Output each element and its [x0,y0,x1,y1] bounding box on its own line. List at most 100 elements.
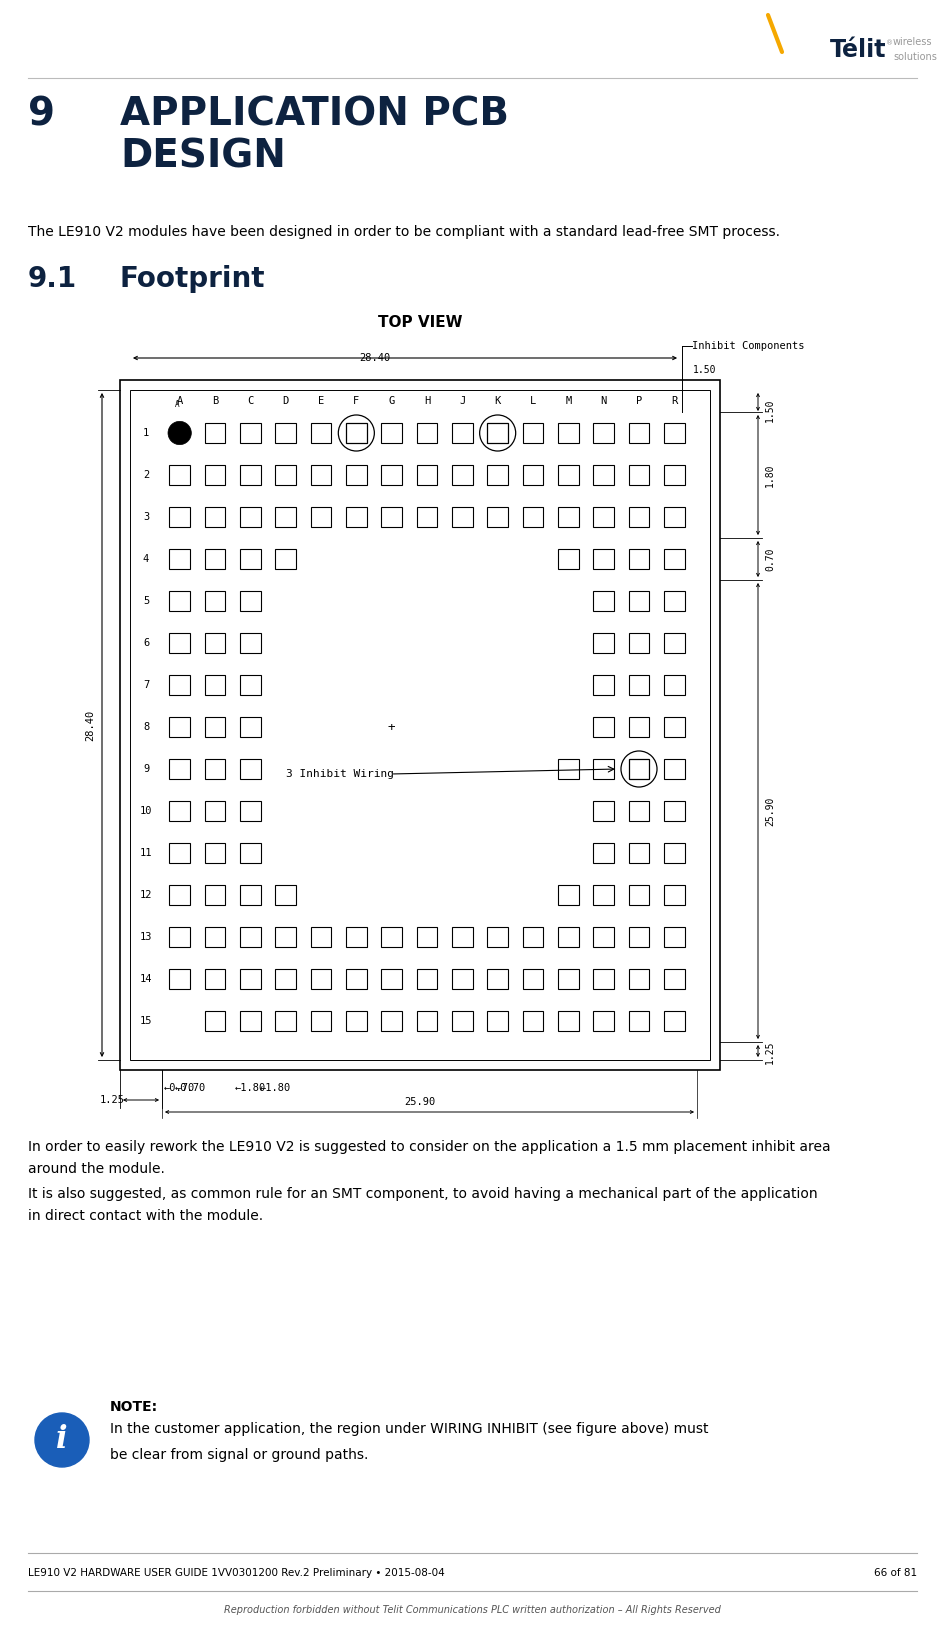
Bar [381,423,401,443]
Bar [593,674,614,696]
Text: 8: 8 [143,722,149,732]
Bar [628,884,649,906]
Bar [664,758,683,779]
Bar [664,507,683,527]
Bar [276,1011,295,1031]
Text: TOP VIEW: TOP VIEW [378,315,462,330]
Text: 28.40: 28.40 [359,353,390,363]
Bar [205,968,225,990]
Bar [558,884,578,906]
Bar [381,927,401,947]
Bar [451,1011,472,1031]
Bar [558,423,578,443]
Text: Footprint: Footprint [120,264,265,294]
Bar [381,507,401,527]
Text: H: H [424,395,430,405]
Bar [240,968,261,990]
Text: 3 Inhibit Wiring: 3 Inhibit Wiring [285,770,394,779]
Text: ←0.70: ←0.70 [175,1083,206,1093]
Bar [240,801,261,820]
Bar [169,884,190,906]
Bar [205,633,225,653]
Bar [522,1011,543,1031]
Bar [311,423,330,443]
Bar [558,758,578,779]
Bar [240,548,261,569]
Bar [276,927,295,947]
Bar [240,927,261,947]
Bar [522,464,543,486]
Bar [451,507,472,527]
Bar [451,927,472,947]
Bar [169,927,190,947]
Text: A: A [177,395,182,405]
Bar [169,591,190,610]
Text: In the customer application, the region under WIRING INHIBIT (see figure above) : In the customer application, the region … [110,1423,708,1436]
Bar [169,633,190,653]
Bar [487,423,507,443]
Bar [381,464,401,486]
Bar [169,717,190,737]
Text: B: B [211,395,218,405]
Bar [522,927,543,947]
Bar [558,464,578,486]
Bar [522,968,543,990]
Bar [628,801,649,820]
Bar [593,717,614,737]
Text: 9: 9 [28,95,55,133]
Bar [240,717,261,737]
Bar [346,968,366,990]
Bar [487,1011,507,1031]
Bar [205,674,225,696]
Bar [205,591,225,610]
Bar [451,968,472,990]
Bar [628,1011,649,1031]
Bar [416,927,437,947]
Bar [240,843,261,863]
Text: 5: 5 [143,596,149,606]
Text: ←1.80: ←1.80 [259,1083,291,1093]
Text: M: M [565,395,571,405]
Text: ←0.70: ←0.70 [164,1083,195,1093]
Text: F: F [353,395,359,405]
Text: 1.25: 1.25 [99,1095,125,1104]
Text: i: i [56,1424,68,1456]
Bar [311,507,330,527]
Bar [169,464,190,486]
Bar [628,423,649,443]
Text: 1.25: 1.25 [765,1040,774,1063]
Bar [346,1011,366,1031]
Bar [628,548,649,569]
Text: A: A [176,400,179,409]
Text: around the module.: around the module. [28,1162,164,1177]
Bar [416,423,437,443]
Text: 12: 12 [140,889,152,899]
Bar [487,927,507,947]
Text: 1.80: 1.80 [765,463,774,487]
Text: The LE910 V2 modules have been designed in order to be compliant with a standard: The LE910 V2 modules have been designed … [28,225,779,240]
Bar [593,758,614,779]
Text: 9: 9 [143,765,149,775]
Bar [664,717,683,737]
Bar [169,507,190,527]
Text: 7: 7 [143,679,149,689]
Text: be clear from signal or ground paths.: be clear from signal or ground paths. [110,1447,368,1462]
Bar [628,927,649,947]
Bar [205,1011,225,1031]
Text: Télit: Télit [829,38,885,62]
Bar [205,548,225,569]
Bar [205,758,225,779]
Bar [169,548,190,569]
Bar [276,884,295,906]
Bar [311,927,330,947]
Bar [205,884,225,906]
Bar [664,548,683,569]
Bar [593,927,614,947]
Bar [276,507,295,527]
Bar [205,717,225,737]
Bar [169,968,190,990]
Bar [628,633,649,653]
Text: NOTE:: NOTE: [110,1400,158,1415]
Text: 1.50: 1.50 [765,399,774,422]
Bar [381,1011,401,1031]
